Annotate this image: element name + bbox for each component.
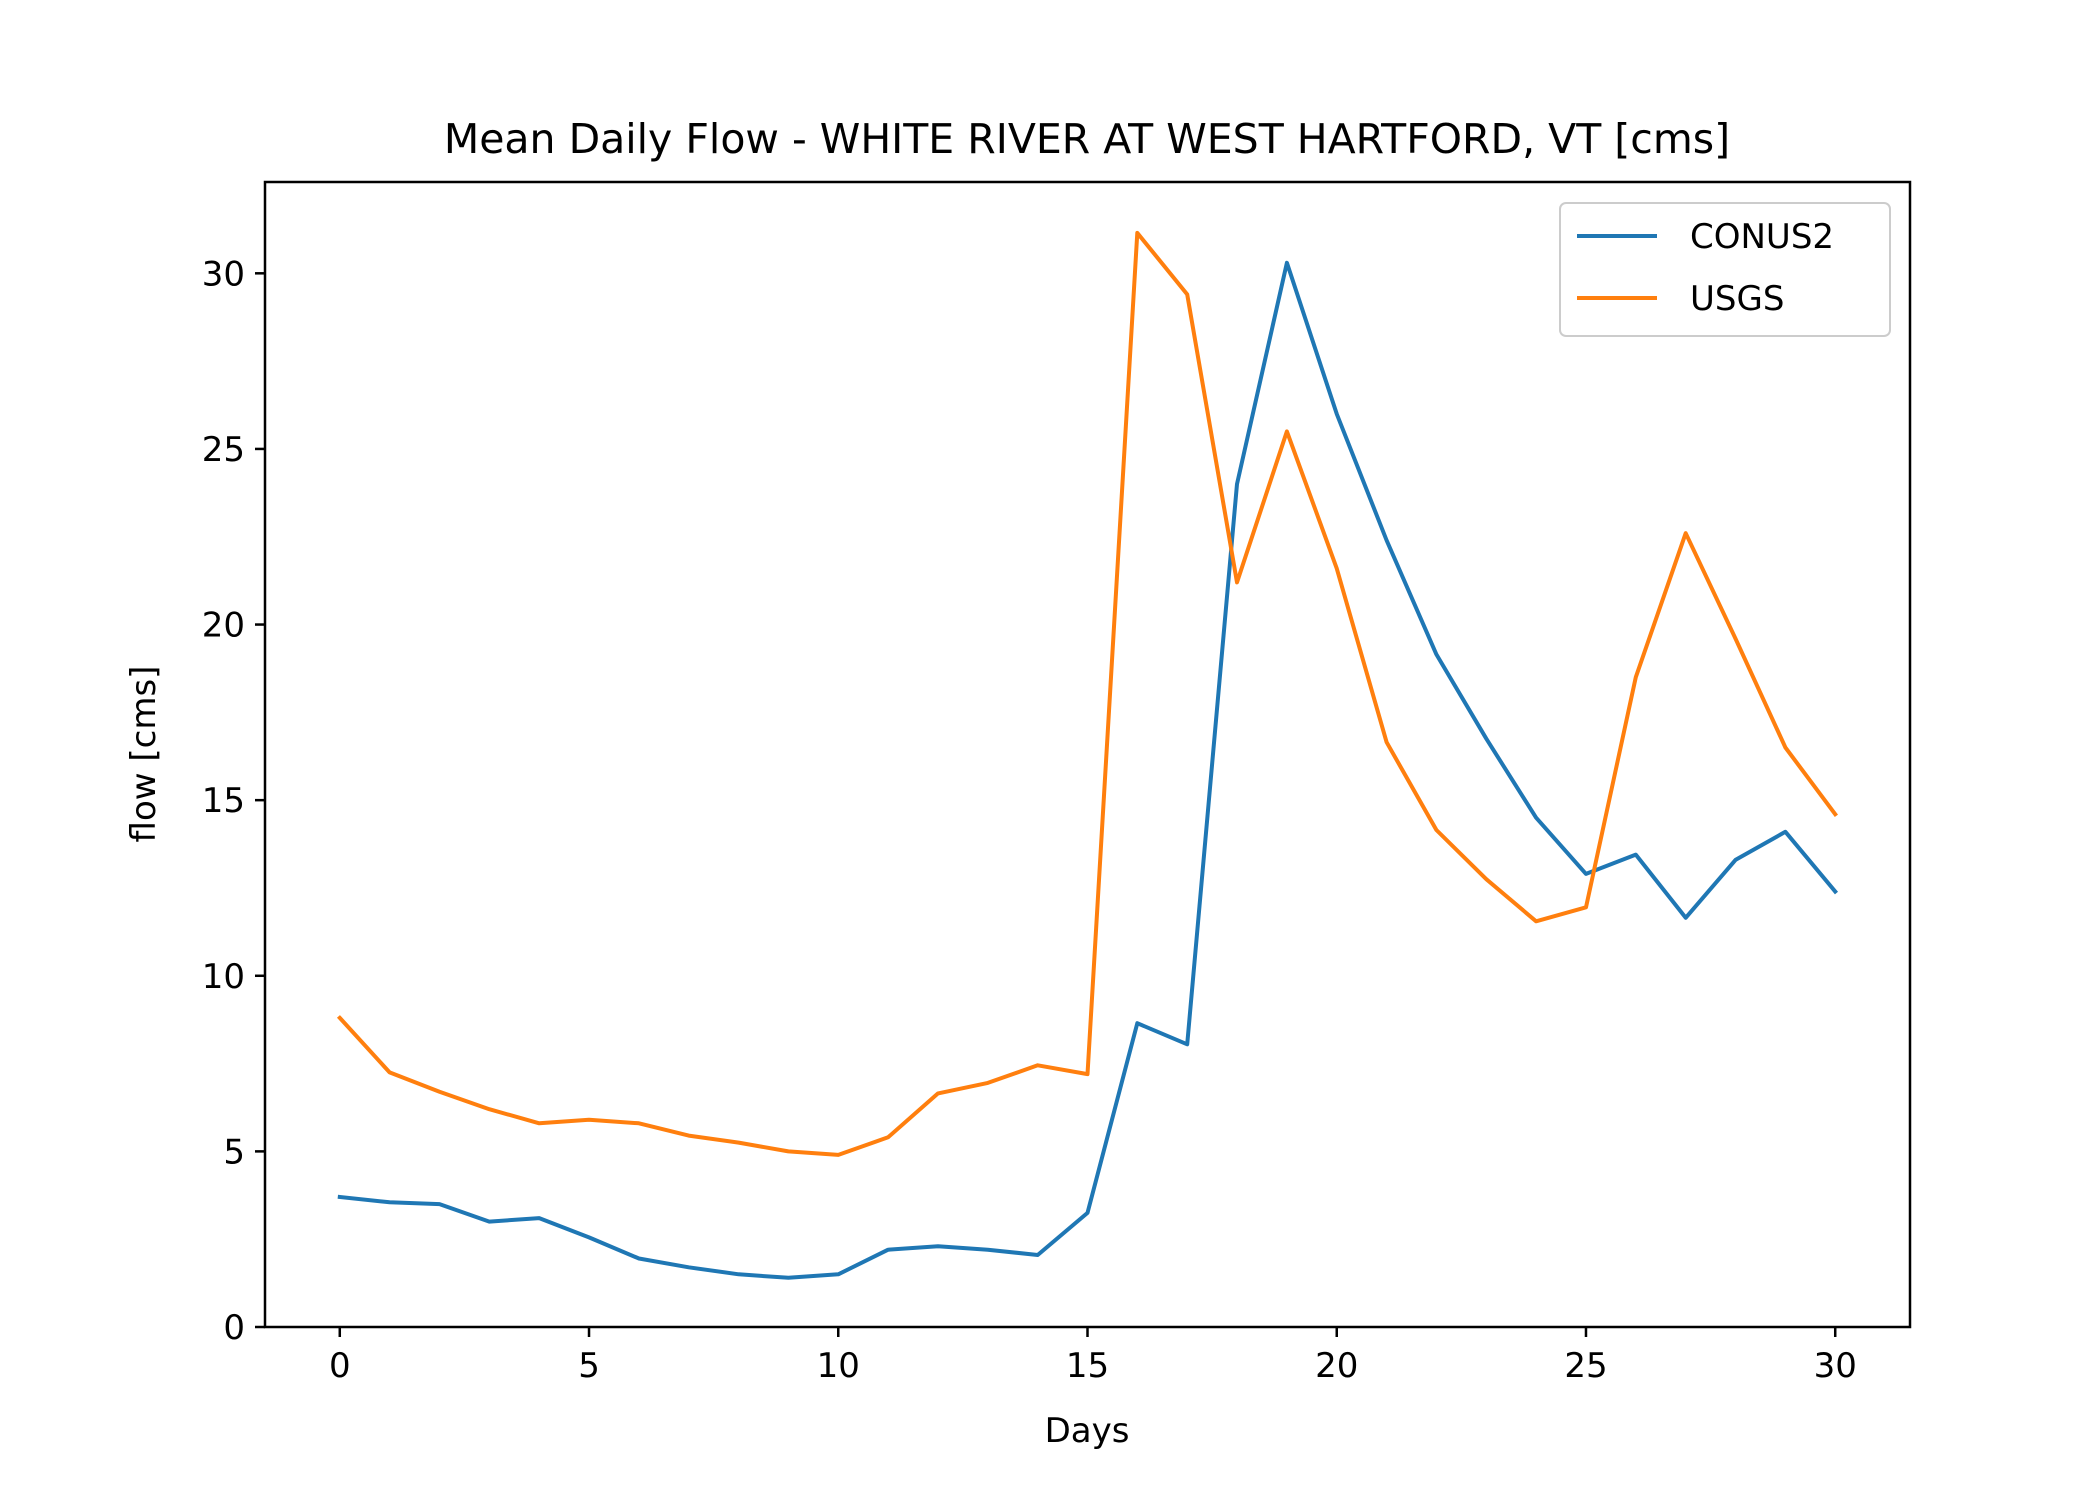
legend-label-usgs: USGS <box>1690 279 1784 319</box>
y-axis-ticks: 0 5 10 15 20 25 30 <box>202 254 265 1348</box>
x-tick-label: 5 <box>578 1346 600 1386</box>
x-tick-label: 0 <box>329 1346 351 1386</box>
x-tick-label: 10 <box>817 1346 860 1386</box>
x-tick-label: 15 <box>1066 1346 1109 1386</box>
y-tick-label: 25 <box>202 430 245 470</box>
x-tick-label: 20 <box>1315 1346 1358 1386</box>
x-axis-ticks: 0 5 10 15 20 25 30 <box>329 1327 1857 1386</box>
series-line-usgs <box>336 230 1838 1157</box>
chart-title: Mean Daily Flow - WHITE RIVER AT WEST HA… <box>444 115 1730 163</box>
y-tick-label: 15 <box>202 781 245 821</box>
series-line-conus2 <box>337 260 1839 1280</box>
y-tick-label: 0 <box>223 1308 245 1348</box>
legend: CONUS2 USGS <box>1559 202 1891 337</box>
x-tick-label: 30 <box>1814 1346 1857 1386</box>
y-tick-label: 5 <box>223 1132 245 1172</box>
y-tick-label: 20 <box>202 606 245 646</box>
series-layer <box>336 230 1839 1280</box>
x-axis-label: Days <box>1045 1411 1130 1451</box>
x-tick-label: 25 <box>1564 1346 1607 1386</box>
y-tick-label: 30 <box>202 254 245 294</box>
y-axis-label: flow [cms] <box>124 666 164 843</box>
y-tick-label: 10 <box>202 957 245 997</box>
legend-label-conus2: CONUS2 <box>1690 217 1834 257</box>
